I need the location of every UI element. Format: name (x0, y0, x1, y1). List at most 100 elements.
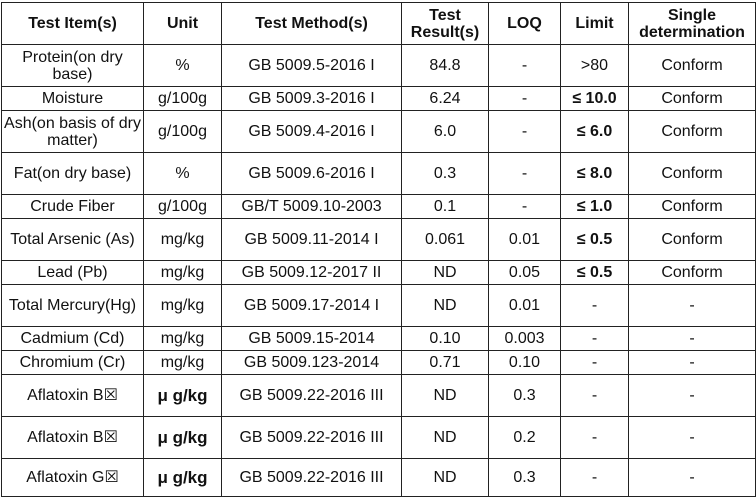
cell-test-item: Ash(on basis of dry matter) (1, 110, 144, 153)
cell-test-method: GB 5009.12-2017 II (221, 260, 402, 285)
cell-loq: 0.01 (488, 284, 561, 327)
cell-determination: Conform (628, 86, 756, 111)
cell-unit: % (143, 152, 222, 195)
cell-unit: μ g/kg (143, 416, 222, 459)
cell-limit: ≤ 0.5 (560, 260, 629, 285)
cell-unit: μ g/kg (143, 374, 222, 417)
cell-test-result: ND (401, 284, 489, 327)
cell-unit: μ g/kg (143, 458, 222, 497)
cell-limit: - (560, 284, 629, 327)
cell-test-item: Aflatoxin G☒ (1, 458, 144, 497)
cell-unit: mg/kg (143, 326, 222, 351)
header-test-item: Test Item(s) (1, 2, 144, 45)
cell-unit: mg/kg (143, 260, 222, 285)
cell-unit: g/100g (143, 194, 222, 219)
cell-determination: Conform (628, 44, 756, 87)
cell-loq: 0.003 (488, 326, 561, 351)
cell-unit: g/100g (143, 110, 222, 153)
cell-limit: >80 (560, 44, 629, 87)
cell-loq: 0.2 (488, 416, 561, 459)
header-test-result: Test Result(s) (401, 2, 489, 45)
cell-test-item: Aflatoxin B☒ (1, 416, 144, 459)
table-row: Crude Fiber g/100g GB/T 5009.10-2003 0.1- ≤ … (1, 194, 756, 219)
header-row: Test Item(s) Unit Test Method(s) Test Re… (1, 2, 756, 45)
cell-determination: Conform (628, 152, 756, 195)
cell-determination: - (628, 416, 756, 459)
cell-limit: - (560, 374, 629, 417)
cell-test-result: 6.24 (401, 86, 489, 111)
header-test-method: Test Method(s) (221, 2, 402, 45)
cell-determination: - (628, 374, 756, 417)
cell-test-method: GB 5009.22-2016 III (221, 374, 402, 417)
cell-test-item: Total Arsenic (As) (1, 218, 144, 261)
cell-test-result: ND (401, 416, 489, 459)
cell-test-result: 0.061 (401, 218, 489, 261)
cell-test-method: GB 5009.22-2016 III (221, 416, 402, 459)
cell-test-result: ND (401, 374, 489, 417)
cell-test-item: Cadmium (Cd) (1, 326, 144, 351)
cell-loq: - (488, 44, 561, 87)
cell-determination: Conform (628, 194, 756, 219)
cell-determination: - (628, 350, 756, 375)
cell-test-item: Protein(on dry base) (1, 44, 144, 87)
cell-test-result: 6.0 (401, 110, 489, 153)
cell-loq: 0.10 (488, 350, 561, 375)
table-row: Ash(on basis of dry matter) g/100g GB 5009… (1, 110, 756, 153)
table-row: Aflatoxin B☒ μ g/kg GB 5009.22-2016 III ND 0… (1, 374, 756, 417)
cell-test-item: Chromium (Cr) (1, 350, 144, 375)
cell-test-method: GB 5009.11-2014 I (221, 218, 402, 261)
cell-determination: - (628, 326, 756, 351)
table-row: Fat(on dry base)% GB 5009.6-2016 I 0.3- ≤ 8… (1, 152, 756, 195)
cell-test-result: ND (401, 458, 489, 497)
cell-loq: 0.3 (488, 458, 561, 497)
cell-loq: - (488, 194, 561, 219)
cell-limit: - (560, 350, 629, 375)
cell-test-result: 84.8 (401, 44, 489, 87)
cell-test-item: Aflatoxin B☒ (1, 374, 144, 417)
header-loq: LOQ (488, 2, 561, 45)
cell-test-item: Crude Fiber (1, 194, 144, 219)
cell-loq: 0.01 (488, 218, 561, 261)
header-unit: Unit (143, 2, 222, 45)
cell-loq: 0.3 (488, 374, 561, 417)
cell-test-method: GB 5009.17-2014 I (221, 284, 402, 327)
cell-test-method: GB 5009.22-2016 III (221, 458, 402, 497)
header-single-determination: Single determination (628, 2, 756, 45)
cell-test-method: GB 5009.3-2016 I (221, 86, 402, 111)
cell-test-result: 0.1 (401, 194, 489, 219)
cell-loq: 0.05 (488, 260, 561, 285)
cell-unit: mg/kg (143, 218, 222, 261)
cell-determination: Conform (628, 260, 756, 285)
cell-determination: Conform (628, 110, 756, 153)
cell-test-item: Lead (Pb) (1, 260, 144, 285)
cell-test-result: 0.3 (401, 152, 489, 195)
cell-limit: ≤ 6.0 (560, 110, 629, 153)
cell-unit: g/100g (143, 86, 222, 111)
cell-limit: ≤ 0.5 (560, 218, 629, 261)
cell-limit: ≤ 8.0 (560, 152, 629, 195)
cell-limit: - (560, 458, 629, 497)
cell-loq: - (488, 110, 561, 153)
table-row: Total Arsenic (As) mg/kg GB 5009.11-2014 I… (1, 218, 756, 261)
table-row: Chromium (Cr) mg/kg GB 5009.123-2014 0.71 0.… (1, 350, 756, 375)
header-limit: Limit (560, 2, 629, 45)
cell-test-result: ND (401, 260, 489, 285)
cell-loq: - (488, 152, 561, 195)
cell-loq: - (488, 86, 561, 111)
cell-test-result: 0.71 (401, 350, 489, 375)
cell-limit: - (560, 326, 629, 351)
cell-test-method: GB 5009.5-2016 I (221, 44, 402, 87)
cell-unit: % (143, 44, 222, 87)
cell-test-method: GB 5009.123-2014 (221, 350, 402, 375)
cell-unit: mg/kg (143, 350, 222, 375)
table-row: Protein(on dry base)% GB 5009.5-2016 I 84.… (1, 44, 756, 87)
cell-determination: Conform (628, 218, 756, 261)
cell-limit: ≤ 10.0 (560, 86, 629, 111)
cell-test-method: GB 5009.4-2016 I (221, 110, 402, 153)
table-row: Aflatoxin G☒ μ g/kg GB 5009.22-2016 III ND 0… (1, 458, 756, 497)
cell-test-method: GB 5009.15-2014 (221, 326, 402, 351)
cell-test-result: 0.10 (401, 326, 489, 351)
cell-test-item: Total Mercury(Hg) (1, 284, 144, 327)
